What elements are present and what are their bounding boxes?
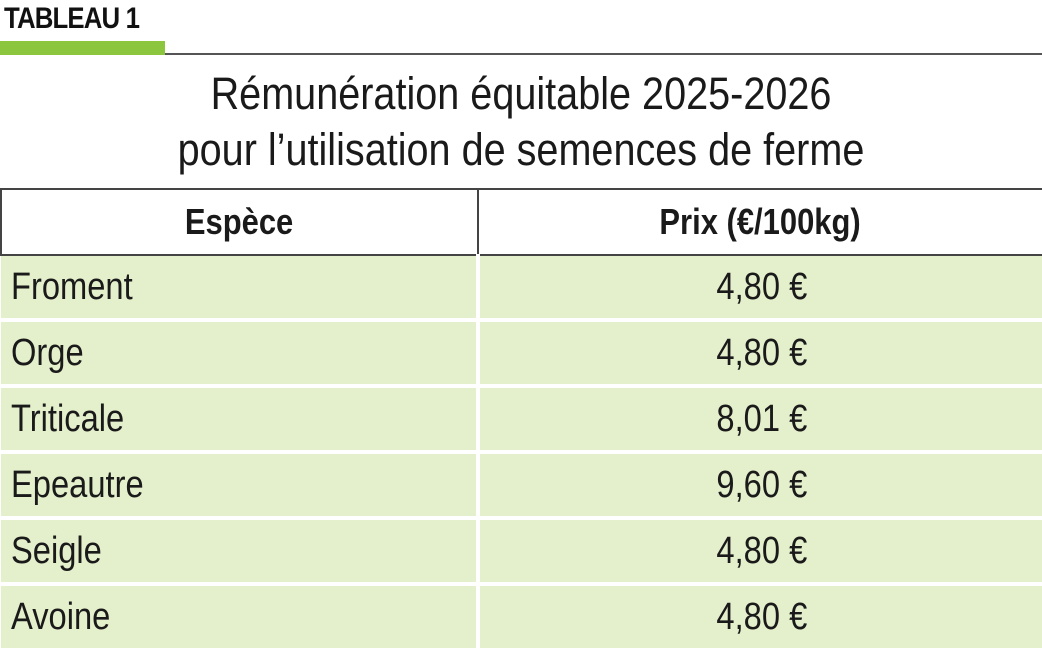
cell-prix: 4,80 € bbox=[478, 584, 1042, 652]
cell-prix: 4,80 € bbox=[478, 518, 1042, 586]
label-accent-bar bbox=[0, 41, 165, 55]
table-row: Orge 4,80 € bbox=[1, 320, 1042, 388]
title-line-2: pour l’utilisation de semences de ferme bbox=[177, 124, 865, 175]
cell-prix: 8,01 € bbox=[478, 386, 1042, 454]
cell-espece: Avoine bbox=[1, 584, 480, 652]
table-title: Rémunération équitable 2025-2026 pour l’… bbox=[0, 66, 1042, 178]
cell-espece: Triticale bbox=[1, 386, 480, 454]
table-row: Triticale 8,01 € bbox=[1, 386, 1042, 454]
column-header-prix: Prix (€/100kg) bbox=[477, 188, 1042, 256]
table-row: Seigle 4,80 € bbox=[1, 518, 1042, 586]
table-label-block: TABLEAU 1 bbox=[0, 0, 165, 56]
table-row: Froment 4,80 € bbox=[1, 255, 1042, 322]
title-line-1: Rémunération équitable 2025-2026 bbox=[210, 68, 832, 119]
cell-espece: Orge bbox=[1, 320, 480, 388]
cell-prix: 9,60 € bbox=[478, 452, 1042, 520]
header-rule bbox=[165, 53, 1042, 55]
cell-prix: 4,80 € bbox=[478, 255, 1042, 322]
cell-espece: Froment bbox=[1, 255, 480, 322]
cell-espece: Seigle bbox=[1, 518, 480, 586]
table-header-row: Espèce Prix (€/100kg) bbox=[0, 188, 1042, 256]
price-table: Espèce Prix (€/100kg) Froment 4,80 € Org… bbox=[0, 188, 1042, 652]
table-row: Avoine 4,80 € bbox=[1, 584, 1042, 652]
table-label: TABLEAU 1 bbox=[4, 2, 140, 35]
cell-espece: Epeautre bbox=[1, 452, 480, 520]
cell-prix: 4,80 € bbox=[478, 320, 1042, 388]
column-header-espece: Espèce bbox=[0, 188, 479, 256]
table-row: Epeautre 9,60 € bbox=[1, 452, 1042, 520]
